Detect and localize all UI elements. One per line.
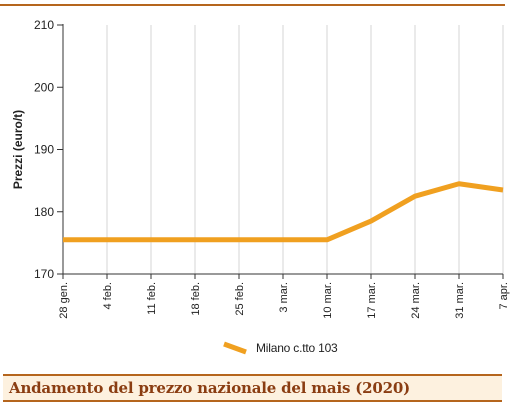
legend-label: Milano c.tto 103 bbox=[256, 341, 338, 355]
series-layer bbox=[62, 181, 504, 243]
x-tick-label: 7 apr. bbox=[498, 282, 510, 310]
x-tick-label: 18 feb. bbox=[190, 282, 202, 316]
y-tick-label: 210 bbox=[34, 18, 54, 32]
grid-lines bbox=[106, 25, 504, 274]
legend: Milano c.tto 103 bbox=[222, 340, 338, 356]
x-tick-label: 10 mar. bbox=[322, 282, 334, 319]
x-tick-label: 28 gen. bbox=[58, 282, 70, 319]
top-rule bbox=[0, 4, 505, 6]
x-tick-label: 3 mar. bbox=[278, 282, 290, 313]
x-tick-label: 17 mar. bbox=[366, 282, 378, 319]
y-tick-label: 170 bbox=[34, 267, 54, 281]
caption-title: Andamento del prezzo nazionale del mais … bbox=[9, 379, 410, 397]
x-tick-label: 4 feb. bbox=[102, 282, 114, 310]
x-tick-label: 24 mar. bbox=[410, 282, 422, 319]
legend-swatch bbox=[223, 341, 247, 355]
line-chart: 170 180 190 200 210 28 gen. 4 feb. 11 feb. 18 f… bbox=[11, 18, 510, 319]
caption-bar: Andamento del prezzo nazionale del mais … bbox=[3, 374, 502, 402]
y-axis-label: Prezzi (euro/t) bbox=[11, 110, 25, 189]
x-tick-label: 31 mar. bbox=[454, 282, 466, 319]
x-ticks: 28 gen. 4 feb. 11 feb. 18 feb. 25 feb. 3 mar.… bbox=[58, 274, 510, 319]
y-tick-label: 200 bbox=[34, 80, 54, 94]
x-tick-label: 11 feb. bbox=[146, 282, 158, 315]
y-ticks: 170 180 190 200 210 bbox=[34, 18, 63, 281]
x-tick-label: 25 feb. bbox=[234, 282, 246, 316]
y-tick-label: 190 bbox=[34, 143, 54, 157]
y-tick-label: 180 bbox=[34, 205, 54, 219]
